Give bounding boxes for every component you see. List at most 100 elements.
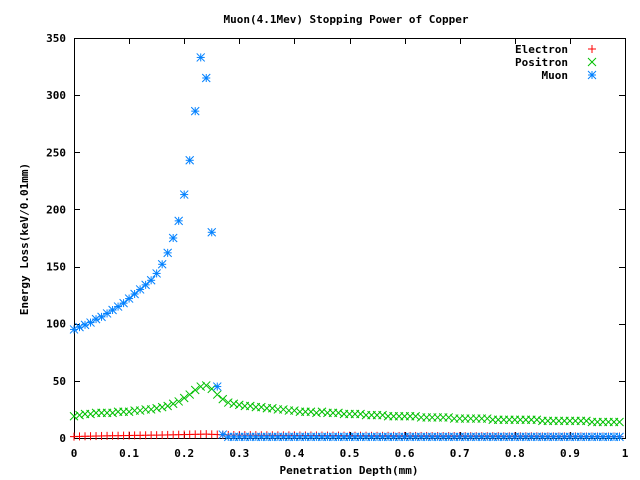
y-axis-label: Energy Loss(keV/0.01mm) [18,163,31,315]
x-tick-label: 0.2 [174,447,194,460]
positron-point [582,416,591,426]
positron-point [378,410,387,420]
muon-point [201,73,211,83]
muon-point [179,190,189,199]
y-tick-label: 250 [46,146,66,159]
muon-point [97,312,106,322]
muon-point [168,233,178,243]
positron-point [86,409,95,419]
positron-point [75,410,84,420]
legend-label: Muon [542,69,569,82]
x-tick-label: 0.8 [505,447,525,460]
muon-point [157,259,167,269]
positron-point [290,406,299,415]
legend-label: Electron [515,43,568,56]
muon-point [146,275,156,285]
positron-point [168,399,178,409]
legend-marker-electron [588,45,596,53]
muon-point [185,155,195,165]
series-muon [69,53,624,442]
legend-marker-muon [587,70,597,80]
positron-point [179,393,189,403]
y-tick-label: 150 [46,261,66,274]
muon-point [218,430,228,439]
muon-point [113,302,123,311]
positron-point [312,408,321,418]
muon-point [152,269,162,278]
muon-point [190,106,200,116]
y-tick-label: 50 [53,375,66,388]
x-tick-label: 0.9 [560,447,580,460]
muon-point [124,294,134,303]
muon-point [196,53,206,62]
positron-point [223,398,233,407]
positron-point [124,407,134,417]
muon-point [135,285,145,294]
positron-point [190,385,200,395]
muon-point [207,227,217,237]
positron-point [256,402,266,412]
muon-point [102,309,112,318]
y-tick-label: 100 [46,318,66,331]
y-tick-label: 0 [59,432,66,445]
positron-point [69,411,79,421]
positron-point [482,414,492,423]
positron-point [356,409,365,419]
chart-title: Muon(4.1Mev) Stopping Power of Copper [223,13,468,26]
positron-point [411,411,420,421]
x-tick-label: 0 [71,447,78,460]
positron-point [229,399,239,409]
muon-point [174,216,184,226]
positron-point [279,405,288,414]
positron-point [334,408,343,418]
positron-point [108,408,117,418]
muon-point [108,305,117,315]
axis-ticks [74,38,626,439]
positron-point [185,390,195,399]
x-tick-label: 0.5 [340,447,360,460]
y-tick-label: 200 [46,203,66,216]
muon-point [615,432,624,442]
x-tick-label: 0.3 [229,447,249,460]
y-tick-label: 350 [46,32,66,45]
x-tick-label: 0.7 [450,447,470,460]
positron-point [532,415,542,425]
series-positron [69,381,624,427]
muon-point [163,248,173,258]
positron-point [146,405,156,414]
positron-point [615,417,624,427]
positron-point [201,381,211,390]
positron-point [196,382,206,391]
positron-point [245,401,255,411]
x-tick-label: 0.1 [119,447,139,460]
data-marks [69,53,624,442]
legend-label: Positron [515,56,568,69]
positron-point [135,406,145,415]
positron-point [152,403,162,413]
legend-marker-positron [587,57,597,67]
positron-point [234,400,244,410]
muon-point [141,280,150,290]
muon-point [119,298,128,308]
positron-point [174,397,184,406]
plot-frame [74,38,626,439]
tick-labels: 0 0.1 0.2 0.3 0.4 0.5 0.6 0.7 0.8 0.9 1 0 50 100 150 20… [46,32,629,460]
positron-point [212,390,222,399]
positron-point [444,413,454,422]
positron-point [317,407,327,417]
x-tick-label: 0.6 [395,447,415,460]
x-tick-label: 0.4 [284,447,304,460]
positron-point [157,402,167,412]
y-tick-label: 300 [46,89,66,102]
positron-point [218,394,228,404]
x-tick-label: 1 [622,447,629,460]
x-axis-label: Penetration Depth(mm) [279,464,418,477]
muon-point [86,318,95,327]
positron-point [306,407,316,417]
positron-point [268,403,277,413]
positron-point [163,401,173,411]
muon-point [212,382,222,391]
muon-point [130,289,139,299]
